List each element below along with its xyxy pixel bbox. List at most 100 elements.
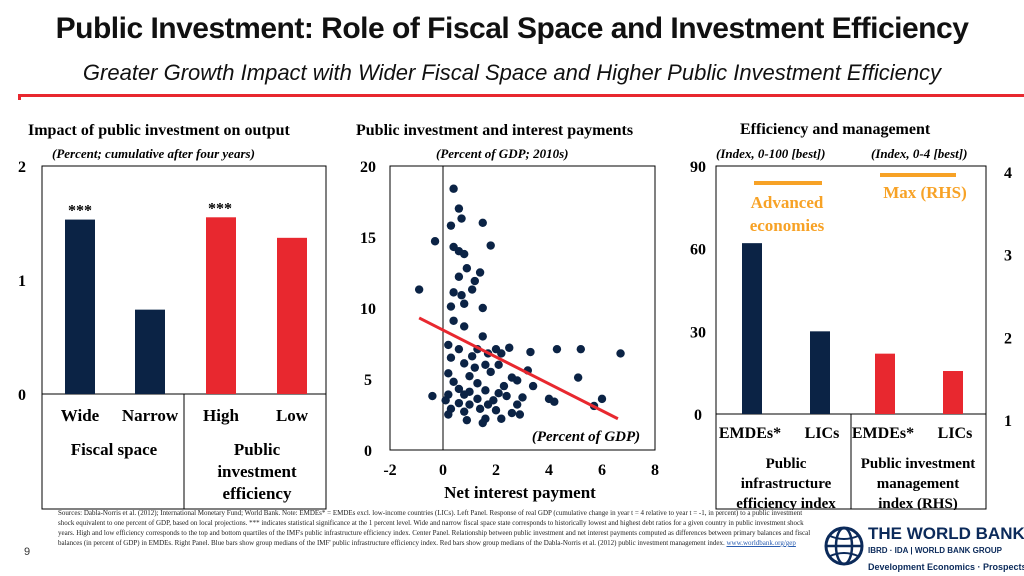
- footnote-text: Sources: Dabla-Norris et al. (2012); Int…: [58, 509, 811, 547]
- panel2-trendline: [418, 316, 619, 421]
- panel2-point: [528, 381, 538, 391]
- panel2-point: [481, 386, 490, 395]
- panel2-point: [473, 394, 482, 404]
- panel2-xtick: 8: [651, 462, 659, 479]
- panel2-point: [460, 407, 469, 416]
- panel1-significance: ***: [208, 200, 232, 217]
- panel1-xtick: High: [203, 406, 239, 425]
- panel2-point: [444, 340, 453, 350]
- panel2-point: [470, 363, 479, 372]
- panel2-point: [478, 303, 487, 313]
- page-number: 9: [24, 546, 31, 558]
- panel1-significance: ***: [68, 203, 92, 220]
- panel2-point: [454, 384, 464, 394]
- panel2-ytick: 15: [360, 230, 376, 247]
- panel2-point: [478, 332, 487, 341]
- panel2-point: [467, 352, 477, 361]
- panel1-bar: [277, 237, 307, 394]
- panel3-group-label: index (RHS): [878, 496, 958, 510]
- panel2-ytick: 0: [364, 443, 372, 460]
- panel2-point: [494, 360, 503, 369]
- panel2-point: [446, 302, 456, 311]
- panel2-point: [460, 359, 469, 368]
- panel2-point: [462, 264, 472, 273]
- panel2-point: [454, 272, 464, 281]
- panel2-point: [449, 184, 458, 193]
- panel2-frame: [389, 165, 656, 451]
- panel3-bar: [742, 243, 762, 414]
- panel1-xtick: Low: [276, 406, 309, 425]
- panel2-point: [441, 396, 450, 405]
- panel3-subtitle-left: (Index, 0-100 [best]): [716, 146, 826, 161]
- panel2-point: [576, 344, 585, 354]
- panel3-xtick: EMDEs*: [719, 425, 781, 442]
- panel1-subtitle: (Percent; cumulative after four years): [52, 146, 255, 161]
- panel2-point: [444, 410, 453, 419]
- panel2-point: [454, 204, 464, 213]
- panel2-point: [473, 379, 482, 388]
- panel2-title: Public investment and interest payments: [356, 122, 634, 139]
- panel2-point: [475, 268, 485, 277]
- panel3-right-ytick: 1: [1004, 413, 1012, 430]
- panel2-point: [483, 400, 493, 409]
- panel1-ytick: 2: [18, 159, 26, 176]
- panel2-point: [449, 288, 458, 297]
- panel3-subtitle-right: (Index, 0-4 [best]): [871, 146, 968, 161]
- panel3-right-ytick: 3: [1004, 248, 1012, 265]
- panel2-ytick: 10: [360, 301, 376, 318]
- panel2-point: [597, 394, 607, 404]
- panel2-point: [470, 276, 479, 286]
- panel2-point: [513, 400, 522, 409]
- panel2-point: [460, 249, 469, 259]
- panel2-point: [491, 406, 501, 415]
- panel2-point: [513, 376, 522, 385]
- panel1-group-label: Public: [234, 440, 281, 459]
- panel2-point: [454, 398, 464, 408]
- panel2-point: [444, 369, 453, 378]
- panel1-bar: [65, 219, 95, 394]
- panel3-xtick: EMDEs*: [852, 425, 914, 442]
- panel2-xlabel: Net interest payment: [444, 483, 596, 502]
- panel2-point: [454, 344, 464, 354]
- panel2-point: [616, 349, 625, 358]
- panel2-point: [449, 316, 458, 325]
- panel2-point: [467, 285, 477, 294]
- footnote-link[interactable]: www.worldbank.org/gep: [726, 539, 796, 547]
- panel3-group-label: management: [877, 476, 960, 492]
- panel2-point: [446, 221, 456, 230]
- panel3-left-ytick: 60: [690, 242, 706, 259]
- panel2-point: [486, 241, 495, 250]
- panel3-group-label: infrastructure: [741, 476, 832, 492]
- panel2-subtitle: (Percent of GDP; 2010s): [436, 146, 569, 161]
- panel1-title: Impact of public investment on output: [28, 122, 290, 139]
- panel1-ytick: 1: [18, 273, 26, 290]
- panel2-xtick: -2: [383, 462, 396, 479]
- interest-scatter-chart: 0 5 10 15 20 -2 0 2 4 6 8 (Percent of GDP) Net inter…: [360, 159, 659, 502]
- footnote: Sources: Dabla-Norris et al. (2012); Int…: [58, 508, 818, 548]
- world-bank-globe-icon: [824, 526, 864, 566]
- panel3-group-label: efficiency index: [736, 496, 836, 510]
- panel2-point: [428, 391, 437, 401]
- panel3-left-ytick: 90: [690, 159, 706, 176]
- panel2-point: [502, 391, 511, 401]
- panel2-xtick: 0: [439, 462, 447, 479]
- panel2-xtick: 2: [492, 462, 500, 479]
- panel1-bar: [206, 217, 236, 394]
- panel2-xtick: 6: [598, 462, 606, 479]
- panel2-xlabel-note: (Percent of GDP): [532, 429, 640, 445]
- panel2-point: [526, 347, 535, 357]
- panel2-point: [460, 299, 469, 308]
- panel2-point: [449, 377, 458, 387]
- panel3-title: Efficiency and management: [740, 121, 931, 138]
- panel3-advanced-label: Advanced: [751, 193, 824, 212]
- page-subtitle: Greater Growth Impact with Wider Fiscal …: [82, 60, 942, 85]
- panel3-right-ytick: 4: [1004, 165, 1012, 182]
- panel3-group-label: Public: [766, 456, 807, 472]
- panel2-point: [544, 394, 554, 404]
- panel2-point: [507, 408, 517, 418]
- panel1-xtick: Wide: [61, 406, 100, 425]
- panel3-left-ytick: 0: [694, 407, 702, 424]
- panel2-point: [475, 404, 485, 414]
- logo-tagline: IBRD · IDA | WORLD BANK GROUP: [868, 546, 1002, 555]
- panel1-group-label: investment: [217, 462, 297, 481]
